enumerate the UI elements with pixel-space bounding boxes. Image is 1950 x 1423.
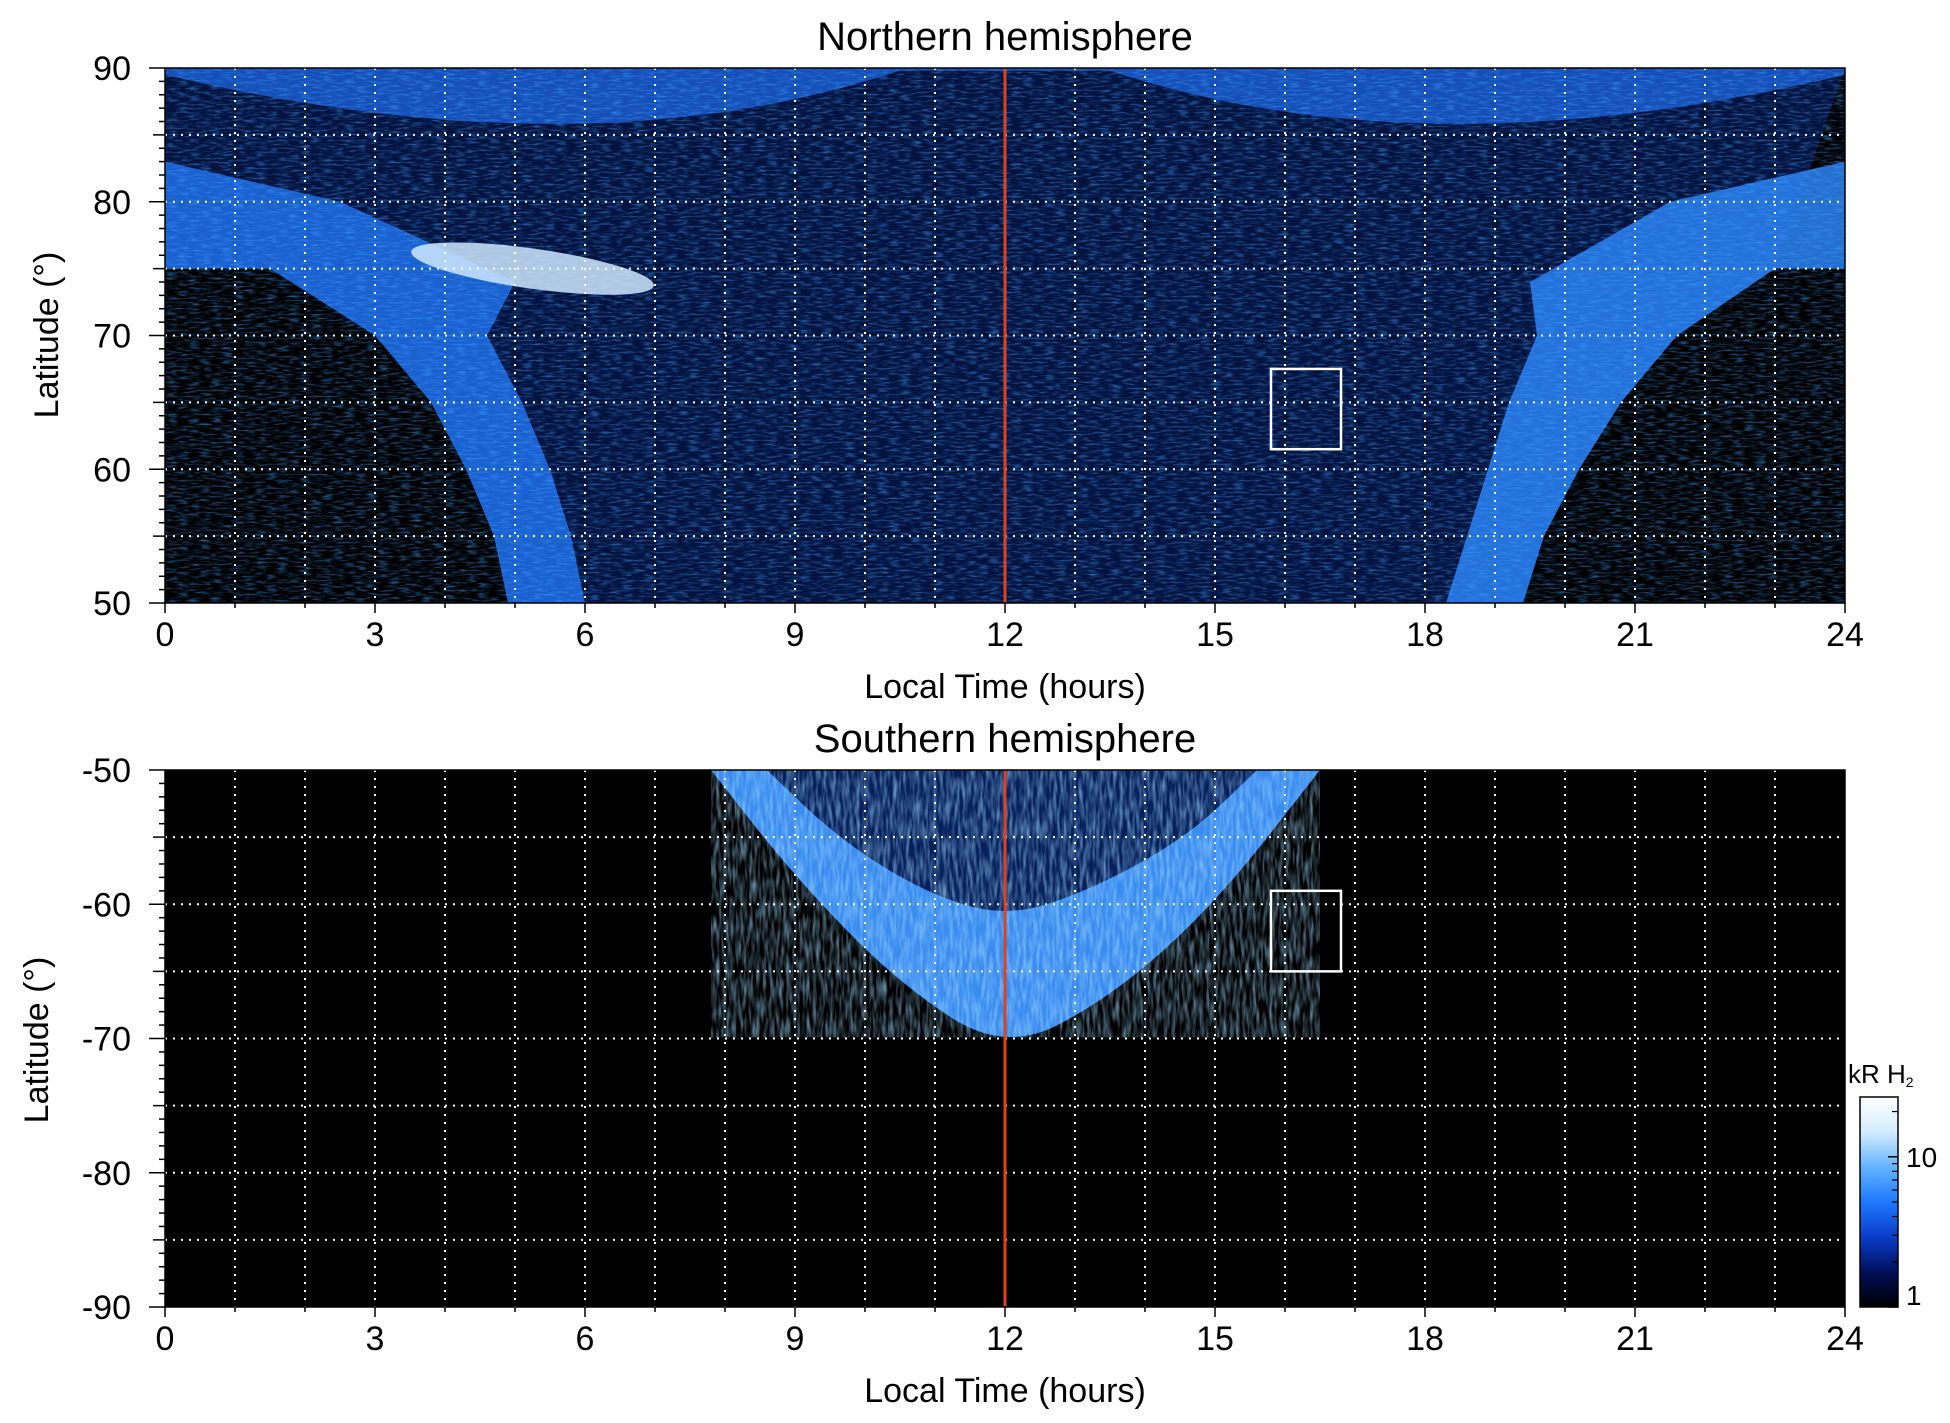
axes: 0 3 6 9 12 15 18 21 24 -50 -60 -70 -80 -90 (82, 752, 1864, 1358)
y-tick-label: -90 (82, 1289, 131, 1327)
axes: 0 3 6 9 12 15 18 21 24 50 60 70 80 90 (93, 50, 1864, 654)
x-tick-label: 0 (156, 616, 175, 654)
x-tick-label: 24 (1826, 1320, 1864, 1358)
x-tick-label: 12 (986, 616, 1024, 654)
x-tick-label: 0 (156, 1320, 175, 1358)
y-tick-label: -80 (82, 1155, 131, 1193)
x-tick-label: 9 (786, 1320, 805, 1358)
x-tick-label: 18 (1406, 1320, 1444, 1358)
y-tick-label: -60 (82, 886, 131, 924)
panel-title: Southern hemisphere (814, 717, 1196, 761)
y-tick-label: -50 (82, 752, 131, 790)
x-tick-label: 15 (1196, 1320, 1234, 1358)
x-tick-label: 3 (366, 1320, 385, 1358)
colorbar-tick-label: 10 (1906, 1142, 1937, 1173)
y-tick-label: 50 (93, 585, 131, 623)
y-axis-label: Latitude (°) (18, 957, 56, 1124)
colorbar-scale (1859, 1096, 1899, 1308)
y-axis-label: Latitude (°) (28, 252, 66, 419)
x-tick-label: 21 (1616, 1320, 1654, 1358)
x-tick-label: 3 (366, 616, 385, 654)
x-tick-label: 6 (576, 616, 595, 654)
colorbar-tick-label: 1 (1906, 1280, 1922, 1311)
y-tick-label: -70 (82, 1021, 131, 1059)
emission-layer (711, 770, 1320, 1038)
colorbar-label-subscript: 2 (1906, 1074, 1914, 1090)
colorbar-label: kR H2 (1848, 1059, 1914, 1090)
highlight-box (1269, 367, 1343, 451)
y-tick-label: 70 (93, 318, 131, 356)
x-tick-label: 24 (1826, 616, 1864, 654)
y-tick-label: 60 (93, 451, 131, 489)
x-axis-label: Local Time (hours) (864, 1372, 1146, 1410)
southern-hemisphere-panel: Southern hemisphere 0 3 6 9 12 15 18 21 24 -50 -60… (18, 717, 1864, 1410)
colorbar-ticks: 10 1 (1888, 1110, 1937, 1311)
highlight-box (1269, 889, 1343, 973)
northern-hemisphere-panel: Northern hemisphere 0 3 6 9 12 15 18 21 24 50 60 70… (28, 15, 1864, 706)
x-tick-label: 18 (1406, 616, 1444, 654)
dawn-bright-arc (411, 242, 654, 295)
emission-texture (711, 770, 1320, 1038)
y-tick-label: 90 (93, 50, 131, 88)
x-axis-label: Local Time (hours) (864, 668, 1146, 706)
x-tick-label: 21 (1616, 616, 1654, 654)
x-tick-label: 6 (576, 1320, 595, 1358)
panel-title: Northern hemisphere (817, 15, 1193, 59)
y-tick-label: 80 (93, 184, 131, 222)
x-tick-label: 15 (1196, 616, 1234, 654)
colorbar: kR H2 10 1 (1848, 1059, 1937, 1311)
x-tick-label: 9 (786, 616, 805, 654)
x-tick-label: 12 (986, 1320, 1024, 1358)
colorbar-label-main: kR H (1848, 1059, 1906, 1089)
